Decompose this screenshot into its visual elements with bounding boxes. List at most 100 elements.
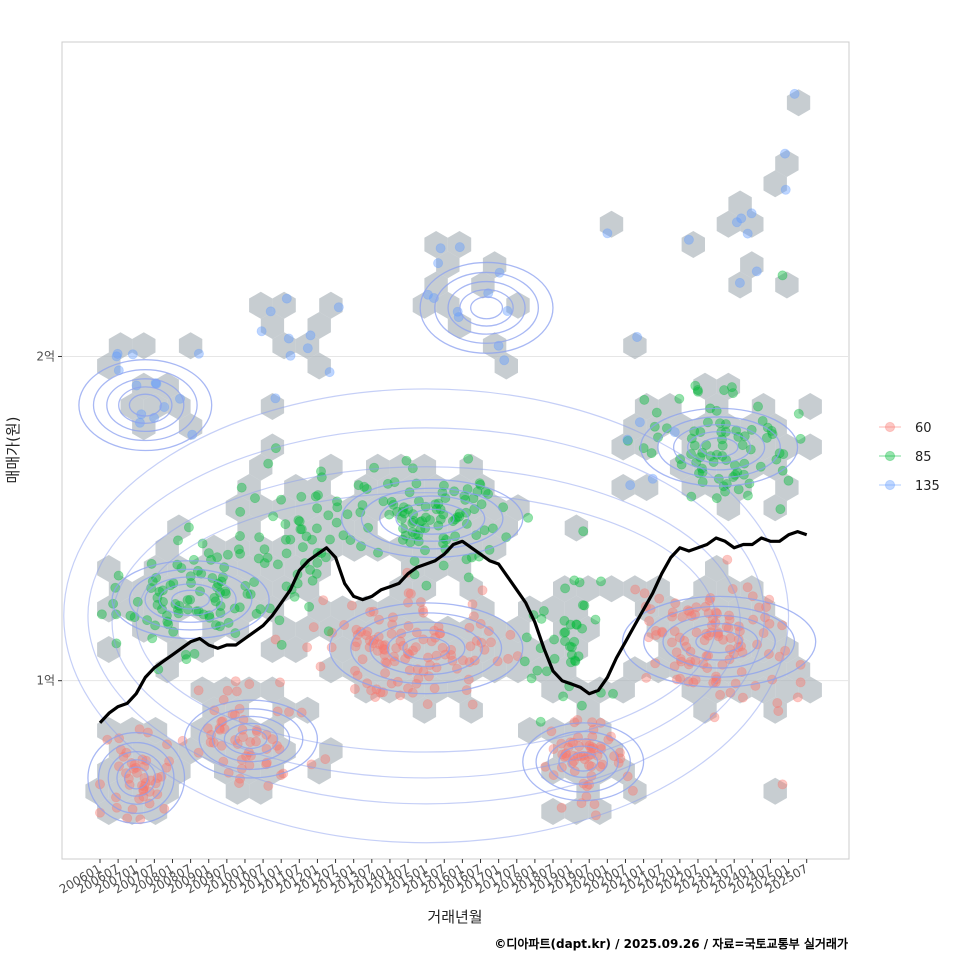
legend: 60 85 135	[879, 421, 940, 494]
x-axis-title: 거래년월	[427, 908, 482, 926]
hex-bin	[132, 737, 156, 765]
data-point-135	[683, 234, 694, 245]
data-point-85	[451, 512, 462, 523]
trend-line-layer	[98, 530, 808, 724]
data-point-60	[654, 593, 665, 604]
hex-bin	[143, 595, 168, 623]
data-point-60	[424, 660, 435, 671]
data-point-85	[476, 499, 487, 510]
data-point-60	[437, 642, 448, 653]
hex-bin	[295, 534, 320, 562]
data-point-85	[188, 554, 199, 565]
data-point-60	[139, 773, 150, 784]
data-point-60	[485, 637, 496, 648]
hex-bin	[541, 798, 565, 825]
density-contour	[643, 605, 796, 678]
data-point-85	[570, 655, 581, 666]
data-point-135	[111, 351, 122, 362]
density-contour	[672, 424, 766, 471]
hex-bin	[272, 291, 296, 319]
hex-bin	[307, 757, 331, 785]
data-point-60	[764, 618, 775, 629]
data-point-60	[233, 778, 244, 789]
hex-bin	[284, 474, 308, 501]
hex-bin	[366, 615, 390, 643]
hex-bin	[775, 271, 799, 299]
density-contour	[123, 766, 149, 790]
data-point-135	[625, 480, 636, 491]
data-point-60	[503, 653, 514, 664]
data-point-85	[255, 604, 266, 615]
data-point-60	[669, 626, 680, 637]
density-contour	[116, 759, 157, 797]
data-point-60	[465, 641, 476, 652]
data-point-85	[307, 575, 318, 586]
data-point-135	[493, 340, 504, 351]
data-point-85	[285, 534, 296, 545]
data-point-85	[251, 608, 262, 619]
data-point-85	[301, 531, 312, 542]
data-point-85	[185, 571, 196, 582]
hex-bin	[541, 595, 565, 623]
data-point-85	[438, 560, 449, 571]
data-point-85	[466, 552, 477, 563]
data-point-85	[323, 626, 334, 637]
hex-bin	[705, 676, 729, 704]
data-point-85	[259, 544, 270, 555]
hex-bin	[728, 474, 752, 501]
density-contour	[97, 741, 175, 814]
data-point-85	[560, 627, 571, 638]
hex-bin	[775, 676, 799, 704]
hex-bin	[436, 251, 460, 279]
hex-bin	[693, 413, 717, 441]
hex-bin	[763, 413, 787, 441]
hex-bin	[120, 757, 144, 785]
data-point-60	[222, 685, 233, 696]
density-contour	[568, 751, 599, 772]
data-point-60	[244, 760, 255, 771]
data-point-85	[711, 405, 722, 416]
data-point-135	[632, 331, 643, 342]
hex-bin	[611, 474, 635, 501]
data-point-85	[416, 516, 427, 527]
data-point-135	[483, 288, 494, 299]
density-contour	[547, 738, 619, 785]
data-point-60	[560, 748, 571, 759]
hex-bin	[284, 636, 308, 663]
data-point-85	[215, 601, 226, 612]
data-point-85	[233, 544, 244, 555]
density-contour	[106, 378, 185, 433]
data-point-85	[639, 394, 650, 405]
data-point-60	[270, 634, 281, 645]
data-point-85	[454, 511, 465, 522]
data-point-60	[581, 737, 592, 748]
hex-bin	[471, 636, 495, 663]
data-point-60	[410, 642, 421, 653]
data-point-85	[280, 519, 291, 530]
hex-bin	[272, 332, 296, 360]
data-point-85	[332, 502, 343, 513]
hex-bin	[728, 271, 752, 299]
hex-bin	[634, 474, 659, 501]
hex-bin	[588, 798, 612, 825]
data-point-85	[608, 688, 619, 699]
data-point-60	[352, 629, 363, 640]
data-point-85	[312, 557, 323, 568]
density-contour	[639, 407, 799, 487]
hex-bin	[330, 595, 355, 623]
data-point-85	[384, 509, 395, 520]
data-point-60	[650, 630, 661, 641]
data-point-85	[203, 548, 214, 559]
data-point-60	[218, 694, 229, 705]
data-point-60	[407, 645, 418, 656]
data-point-85	[369, 462, 380, 473]
data-point-60	[587, 717, 598, 728]
data-point-135	[127, 349, 138, 360]
data-point-85	[479, 525, 490, 536]
hex-bin	[366, 534, 390, 562]
data-point-60	[712, 608, 723, 619]
data-point-85	[210, 596, 221, 607]
data-point-85	[519, 656, 530, 667]
data-point-85	[566, 642, 577, 653]
data-point-60	[630, 584, 641, 595]
